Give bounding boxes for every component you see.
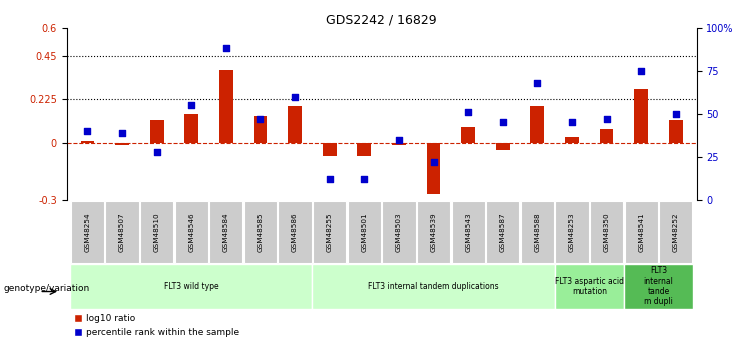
Text: FLT3 internal tandem duplications: FLT3 internal tandem duplications <box>368 282 499 291</box>
Bar <box>150 120 164 142</box>
Bar <box>625 201 658 263</box>
Bar <box>288 106 302 142</box>
Text: GSM48254: GSM48254 <box>84 212 90 252</box>
Bar <box>382 201 416 263</box>
Point <box>359 177 370 182</box>
Text: genotype/variation: genotype/variation <box>4 284 90 293</box>
Bar <box>81 141 94 142</box>
Text: GSM48541: GSM48541 <box>638 212 644 252</box>
Bar <box>209 201 242 263</box>
Text: GSM48587: GSM48587 <box>499 212 506 252</box>
Bar <box>357 142 371 156</box>
Text: GSM48539: GSM48539 <box>431 212 436 252</box>
Point <box>428 159 439 165</box>
Text: GSM48588: GSM48588 <box>534 212 540 252</box>
Text: GSM48255: GSM48255 <box>327 212 333 252</box>
Point <box>496 120 508 125</box>
Point <box>462 109 474 115</box>
Bar <box>634 89 648 142</box>
Bar <box>486 201 519 263</box>
Point <box>255 116 267 122</box>
Text: GSM48585: GSM48585 <box>257 212 264 252</box>
Bar <box>313 264 555 309</box>
Bar <box>565 137 579 142</box>
Bar <box>555 201 588 263</box>
Bar <box>417 201 450 263</box>
Bar <box>461 127 475 142</box>
Bar <box>115 142 129 145</box>
Bar <box>451 201 485 263</box>
Point <box>289 94 301 99</box>
Point <box>566 120 578 125</box>
Point <box>185 102 197 108</box>
Text: GSM48546: GSM48546 <box>188 212 194 252</box>
Bar <box>140 201 173 263</box>
Text: GSM48350: GSM48350 <box>604 212 610 252</box>
Bar <box>279 201 312 263</box>
Text: FLT3
internal
tande
m dupli: FLT3 internal tande m dupli <box>643 266 674 306</box>
Point <box>635 68 647 73</box>
Text: FLT3 wild type: FLT3 wild type <box>164 282 219 291</box>
Bar <box>599 129 614 142</box>
Bar <box>323 142 336 156</box>
Bar <box>105 201 139 263</box>
Bar <box>253 116 268 142</box>
Text: FLT3 aspartic acid
mutation: FLT3 aspartic acid mutation <box>555 277 624 296</box>
Bar <box>244 201 277 263</box>
Text: GSM48507: GSM48507 <box>119 212 125 252</box>
Bar <box>185 114 198 142</box>
Bar <box>175 201 208 263</box>
Bar <box>669 120 682 142</box>
Text: GSM48252: GSM48252 <box>673 212 679 252</box>
Text: GSM48510: GSM48510 <box>153 212 159 252</box>
Bar <box>70 264 313 309</box>
Point <box>150 149 162 155</box>
Bar <box>624 264 693 309</box>
Bar <box>392 142 406 145</box>
Bar <box>531 106 545 142</box>
Point <box>531 80 543 86</box>
Point <box>116 130 128 136</box>
Text: GSM48584: GSM48584 <box>223 212 229 252</box>
Bar <box>555 264 624 309</box>
Bar <box>313 201 346 263</box>
Legend: log10 ratio, percentile rank within the sample: log10 ratio, percentile rank within the … <box>71 311 242 341</box>
Bar <box>659 201 692 263</box>
Point <box>393 137 405 142</box>
Text: GSM48543: GSM48543 <box>465 212 471 252</box>
Text: GSM48253: GSM48253 <box>569 212 575 252</box>
Bar <box>71 201 104 263</box>
Bar <box>219 70 233 142</box>
Bar <box>521 201 554 263</box>
Point <box>601 116 613 122</box>
Text: GSM48503: GSM48503 <box>396 212 402 252</box>
Bar <box>348 201 381 263</box>
Point <box>670 111 682 117</box>
Point <box>82 128 93 134</box>
Bar <box>427 142 440 194</box>
Bar <box>496 142 510 150</box>
Bar <box>590 201 623 263</box>
Text: GSM48586: GSM48586 <box>292 212 298 252</box>
Title: GDS2242 / 16829: GDS2242 / 16829 <box>326 13 437 27</box>
Point <box>324 177 336 182</box>
Text: GSM48501: GSM48501 <box>362 212 368 252</box>
Point <box>220 46 232 51</box>
